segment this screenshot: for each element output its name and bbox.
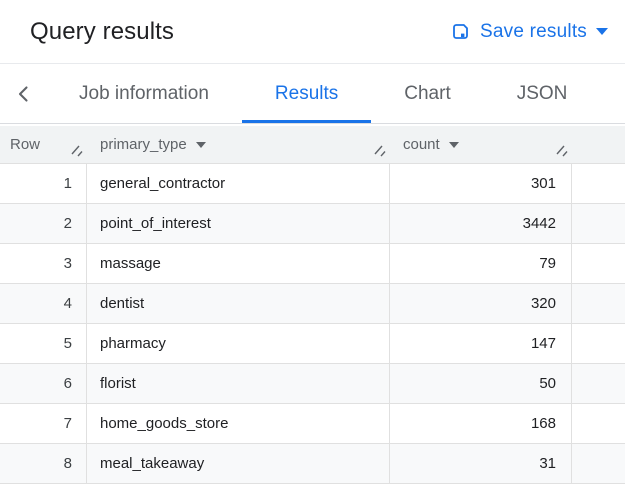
save-results-label: Save results (480, 20, 587, 42)
column-resize-handle[interactable] (70, 144, 84, 158)
save-results-button[interactable]: Save results (448, 17, 610, 47)
tab-bar: Job information Results Chart JSON (0, 64, 625, 124)
table-row: 6 florist 50 (0, 364, 625, 404)
gutter-cell (572, 284, 625, 323)
tab-job-information[interactable]: Job information (79, 82, 209, 104)
row-number-cell: 1 (0, 164, 87, 203)
primary-type-cell[interactable]: florist (87, 364, 390, 403)
tab-json[interactable]: JSON (516, 82, 568, 104)
row-number-cell: 2 (0, 204, 87, 243)
count-cell[interactable]: 50 (390, 364, 572, 403)
save-icon (453, 24, 468, 39)
gutter-cell (572, 164, 625, 203)
column-menu-arrow-icon[interactable] (448, 141, 459, 148)
table-row: 5 pharmacy 147 (0, 324, 625, 364)
count-cell[interactable]: 79 (390, 244, 572, 283)
table-row: 2 point_of_interest 3442 (0, 204, 625, 244)
column-header-count[interactable]: count (390, 126, 572, 163)
tabs-back-button[interactable] (0, 64, 46, 123)
primary-type-cell[interactable]: pharmacy (87, 324, 390, 363)
dropdown-caret-icon (596, 28, 608, 35)
column-header-primary-type[interactable]: primary_type (87, 126, 390, 163)
row-number-cell: 8 (0, 444, 87, 483)
count-cell[interactable]: 31 (390, 444, 572, 483)
gutter-cell (572, 244, 625, 283)
column-header-primary-type-label: primary_type (100, 136, 187, 153)
table-header-row: Row primary_type count (0, 126, 625, 164)
row-number-cell: 3 (0, 244, 87, 283)
row-number-cell: 6 (0, 364, 87, 403)
primary-type-cell[interactable]: meal_takeaway (87, 444, 390, 483)
primary-type-cell[interactable]: dentist (87, 284, 390, 323)
table-row: 3 massage 79 (0, 244, 625, 284)
primary-type-cell[interactable]: home_goods_store (87, 404, 390, 443)
table-row: 7 home_goods_store 168 (0, 404, 625, 444)
table-row: 1 general_contractor 301 (0, 164, 625, 204)
gutter-cell (572, 364, 625, 403)
primary-type-cell[interactable]: point_of_interest (87, 204, 390, 243)
count-cell[interactable]: 3442 (390, 204, 572, 243)
gutter-cell (572, 204, 625, 243)
column-menu-arrow-icon[interactable] (195, 141, 206, 148)
chevron-left-icon (18, 85, 28, 102)
column-header-row-label: Row (10, 136, 41, 153)
primary-type-cell[interactable]: massage (87, 244, 390, 283)
column-header-row: Row (0, 126, 87, 163)
count-cell[interactable]: 147 (390, 324, 572, 363)
count-cell[interactable]: 168 (390, 404, 572, 443)
column-header-gutter (572, 126, 625, 163)
column-resize-handle[interactable] (555, 144, 569, 158)
row-number-cell: 7 (0, 404, 87, 443)
column-resize-handle[interactable] (373, 144, 387, 158)
row-number-cell: 4 (0, 284, 87, 323)
results-table: Row primary_type count (0, 126, 625, 484)
gutter-cell (572, 444, 625, 483)
gutter-cell (572, 404, 625, 443)
column-header-count-label: count (403, 136, 440, 153)
table-row: 4 dentist 320 (0, 284, 625, 324)
page-title: Query results (30, 17, 175, 45)
row-number-cell: 5 (0, 324, 87, 363)
count-cell[interactable]: 301 (390, 164, 572, 203)
title-bar: Query results Save results (0, 0, 625, 64)
tab-chart[interactable]: Chart (404, 82, 451, 104)
primary-type-cell[interactable]: general_contractor (87, 164, 390, 203)
tab-results[interactable]: Results (241, 64, 372, 123)
count-cell[interactable]: 320 (390, 284, 572, 323)
table-row: 8 meal_takeaway 31 (0, 444, 625, 484)
gutter-cell (572, 324, 625, 363)
